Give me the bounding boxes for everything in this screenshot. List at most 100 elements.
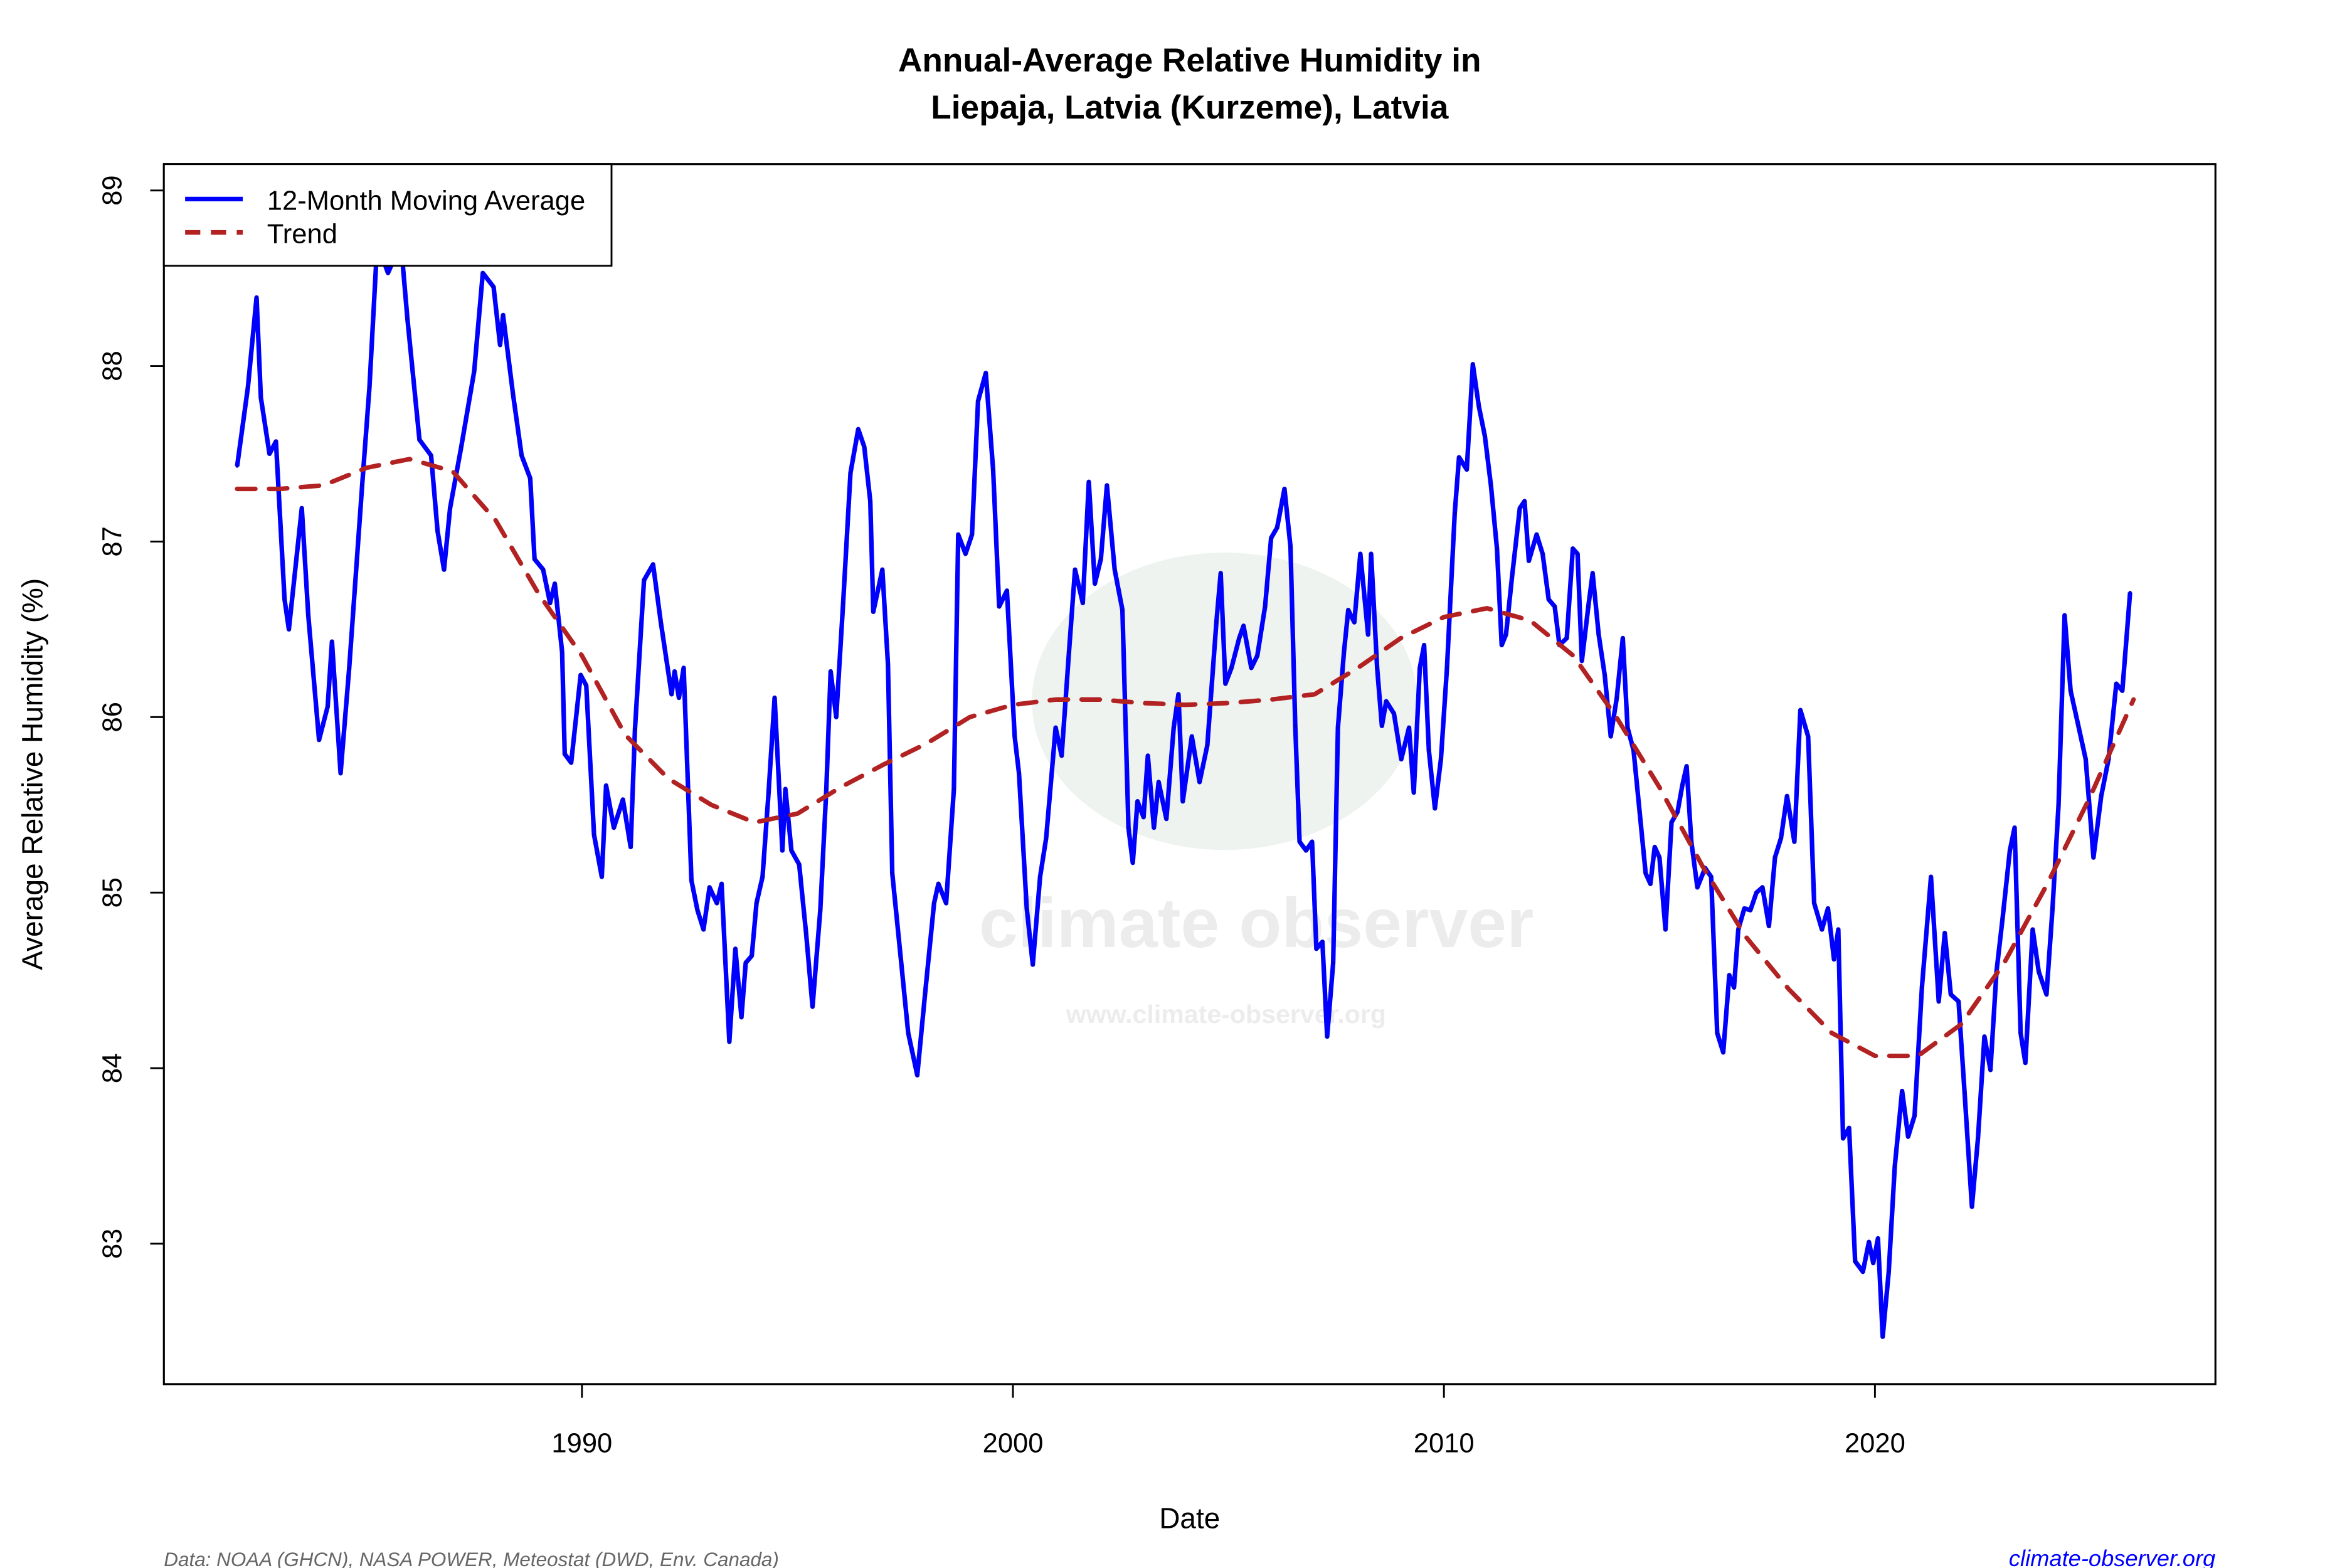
moving-average-point [906, 1031, 910, 1035]
moving-average-point [519, 453, 524, 457]
moving-average-point [923, 992, 927, 997]
moving-average-point [810, 1005, 815, 1009]
moving-average-point [1283, 487, 1286, 491]
moving-average-point [1380, 724, 1384, 728]
moving-average-point [612, 825, 616, 830]
moving-average-point [1893, 1165, 1897, 1168]
moving-average-point [1597, 633, 1601, 637]
moving-average-point [1366, 633, 1370, 637]
moving-average-point [1465, 468, 1469, 472]
moving-average-point [1535, 532, 1539, 536]
moving-average-point [1602, 673, 1607, 677]
moving-average-point [1181, 799, 1185, 803]
moving-average-point [541, 568, 545, 571]
moving-average-point [1841, 1136, 1845, 1140]
moving-average-point [1937, 1000, 1941, 1004]
moving-average-point [326, 704, 330, 709]
moving-average-point [1269, 536, 1273, 540]
moving-average-point [1298, 840, 1301, 844]
moving-average-point [689, 878, 694, 882]
moving-average-point [991, 468, 995, 472]
x-tick-label: 2020 [1845, 1429, 1905, 1459]
moving-average-point [642, 578, 646, 582]
moving-average-point [1767, 924, 1771, 928]
moving-average-point [1773, 856, 1777, 859]
legend-box [162, 163, 613, 267]
moving-average-point [1081, 601, 1085, 605]
moving-average-point [1749, 908, 1752, 912]
moving-average-point [1067, 650, 1071, 654]
moving-average-point [1983, 1035, 1986, 1039]
moving-average-point [824, 787, 829, 791]
moving-average-point [696, 908, 699, 912]
moving-average-point [1709, 875, 1713, 879]
moving-average-point [1576, 552, 1579, 556]
moving-average-point [750, 954, 754, 958]
moving-average-point [1342, 650, 1346, 654]
moving-average-point [1906, 1135, 1910, 1138]
moving-average-point [592, 833, 596, 837]
moving-average-point [267, 452, 272, 456]
y-tick-label: 89 [98, 175, 128, 205]
moving-average-point [628, 845, 633, 849]
moving-average-point [1609, 734, 1613, 738]
footer-site-link[interactable]: climate-observer.org [2009, 1545, 2215, 1568]
moving-average-point [2063, 613, 2067, 617]
moving-average-point [1263, 605, 1267, 608]
moving-average-point [890, 871, 894, 876]
moving-average-point [1457, 455, 1461, 459]
moving-average-point [1663, 928, 1668, 931]
moving-average-point [347, 666, 351, 670]
moving-average-point [1812, 901, 1816, 905]
moving-average-point [1871, 1261, 1875, 1265]
moving-average-point [1943, 931, 1947, 935]
moving-average-point [360, 484, 364, 487]
moving-average-point [1315, 947, 1318, 951]
moving-average-point [1126, 825, 1130, 830]
moving-average-point [1510, 575, 1514, 579]
moving-average-point [1099, 557, 1103, 561]
moving-average-point [1736, 928, 1740, 931]
moving-average-point [317, 738, 321, 742]
moving-average-point [682, 666, 686, 670]
moving-average-line [235, 241, 2132, 1339]
moving-average-point [633, 728, 637, 731]
moving-average-point [339, 771, 342, 775]
moving-average-point [1304, 849, 1308, 852]
moving-average-point [1963, 1091, 1966, 1094]
moving-average-point [1005, 589, 1009, 593]
moving-average-point [1331, 961, 1335, 965]
x-tick-label: 2000 [983, 1429, 1044, 1459]
moving-average-point [1242, 624, 1246, 628]
moving-average-point [1483, 434, 1487, 438]
moving-average-point [1798, 708, 1803, 712]
moving-average-point [1017, 771, 1021, 775]
x-tick-label: 1990 [551, 1429, 612, 1459]
moving-average-point [1157, 780, 1160, 784]
moving-average-point [1793, 840, 1796, 844]
watermark-brand: climate observer [979, 884, 1534, 962]
x-axis-label: Date [1159, 1502, 1220, 1535]
moving-average-point [459, 445, 464, 448]
moving-average-point [2001, 917, 2005, 921]
moving-average-point [1190, 734, 1194, 738]
moving-average-point [1293, 724, 1297, 728]
moving-average-point [797, 862, 801, 867]
moving-average-point [970, 532, 974, 536]
moving-average-point [1087, 480, 1091, 484]
moving-average-point [659, 620, 663, 624]
moving-average-point [560, 650, 564, 654]
moving-average-point [1384, 699, 1388, 703]
moving-average-point [1847, 1126, 1851, 1130]
moving-average-point [1653, 845, 1656, 849]
moving-average-point [579, 673, 583, 677]
moving-average-point [1621, 636, 1625, 640]
moving-average-point [442, 568, 446, 571]
moving-average-point [1135, 799, 1140, 803]
moving-average-point [790, 849, 793, 852]
moving-average-point [1422, 643, 1426, 647]
moving-average-point [755, 901, 758, 905]
moving-average-point [2121, 689, 2124, 692]
moving-average-point [976, 399, 980, 403]
moving-average-point [2084, 757, 2088, 761]
